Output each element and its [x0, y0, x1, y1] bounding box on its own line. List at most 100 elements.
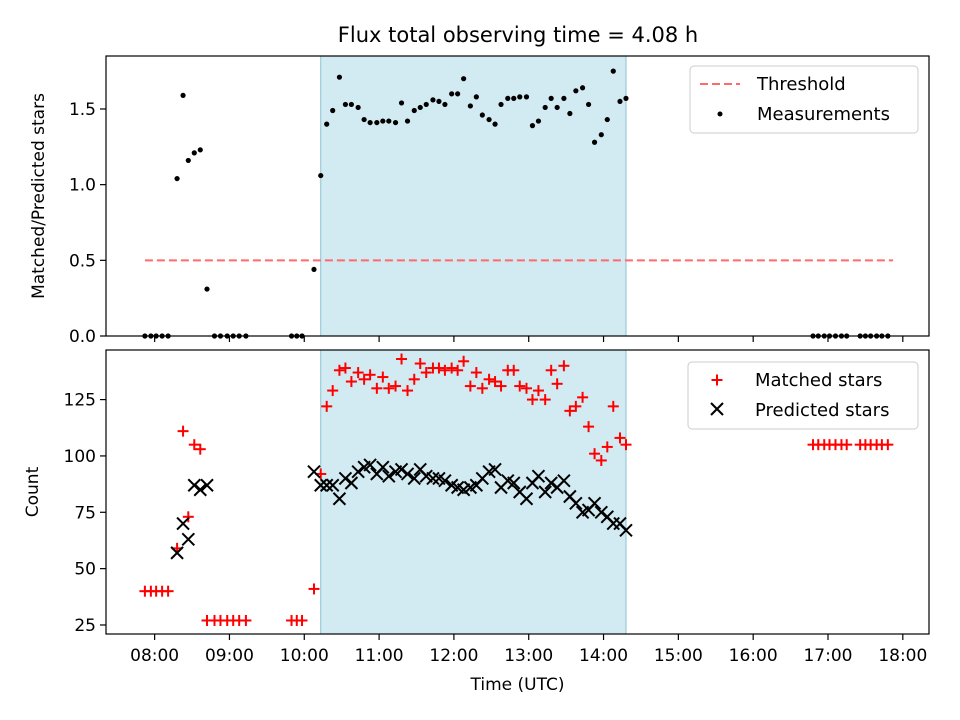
matched-star-point	[532, 385, 544, 397]
x-tick-label: 08:00	[130, 646, 179, 666]
matched-star-point	[620, 439, 632, 451]
predicted-star-point	[307, 465, 321, 479]
legend-predicted-label: Predicted stars	[755, 400, 889, 421]
measurement-point	[204, 286, 210, 292]
measurement-point	[561, 95, 567, 101]
matched-star-point	[188, 439, 200, 451]
y-tick-label: 0.0	[69, 327, 96, 347]
matched-star-point	[177, 425, 189, 437]
measurement-point	[505, 95, 511, 101]
measurement-point	[311, 266, 317, 273]
measurement-point	[336, 74, 343, 80]
measurement-point	[342, 101, 349, 108]
matched-star-point	[551, 378, 563, 390]
matched-star-point	[452, 364, 464, 376]
predicted-star-point	[200, 478, 214, 492]
predicted-star-point	[531, 469, 546, 483]
measurement-point	[511, 95, 517, 101]
count-axis-ticks: 08:00 09:00 10:00 11:00 12:00 13:00 14:00 15:00…	[64, 391, 928, 666]
predicted-star-point	[338, 471, 353, 486]
x-tick-label: 09:00	[205, 646, 254, 666]
matched-star-point	[333, 364, 345, 376]
measurement-point	[398, 100, 405, 106]
measurement-point	[386, 118, 392, 124]
measurement-point	[623, 95, 629, 101]
matched-star-point	[420, 367, 432, 379]
predicted-star-point	[325, 478, 340, 492]
measurement-point	[318, 172, 324, 179]
predicted-star-point	[181, 532, 196, 547]
predicted-star-point	[382, 469, 396, 483]
matched-star-point	[558, 360, 570, 372]
matched-star-point	[564, 405, 576, 417]
legend-measurements-label: Measurements	[757, 104, 890, 125]
x-tick-label: 13:00	[504, 646, 553, 666]
measurement-point	[517, 94, 523, 100]
matched-star-point	[339, 362, 351, 374]
chart-title: Flux total observing time = 4.08 h	[338, 23, 698, 47]
matched-star-point	[327, 385, 339, 397]
ratio-panel: 0.0 0.5 1.0 1.5 Matched/Predicted stars Thr…	[29, 55, 930, 347]
x-tick-label: 11:00	[355, 646, 404, 666]
observing-span-top	[320, 55, 627, 337]
y-tick-label: 75	[74, 503, 96, 523]
matched-star-point	[296, 614, 308, 626]
predicted-star-point	[314, 478, 328, 492]
predicted-star-point	[507, 476, 521, 490]
y-tick-label: 1.5	[69, 100, 96, 120]
predicted-star-point	[193, 483, 207, 497]
matched-star-point	[182, 511, 194, 523]
matched-star-point	[383, 382, 395, 394]
matched-star-point	[446, 362, 458, 374]
matched-star-point	[439, 364, 451, 376]
matched-star-point	[390, 380, 402, 392]
predicted-star-point	[363, 458, 377, 472]
measurement-point	[174, 175, 180, 182]
measurement-point	[180, 92, 186, 98]
y-tick-label: 25	[74, 616, 96, 636]
legend-matched-label: Matched stars	[755, 370, 882, 391]
predicted-star-point	[438, 474, 452, 488]
measurement-point	[436, 98, 442, 105]
predicted-star-point	[187, 478, 201, 492]
count-y-label: Count	[23, 466, 43, 517]
measurement-point	[548, 95, 554, 101]
predicted-star-point	[320, 478, 334, 492]
measurement-point	[191, 150, 197, 156]
y-tick-label: 0.5	[69, 251, 96, 271]
matched-star-point	[520, 382, 532, 394]
matched-star-point	[882, 439, 894, 451]
matched-star-point	[595, 454, 607, 466]
observing-span-bottom	[320, 349, 627, 635]
y-tick-label: 125	[64, 391, 96, 411]
ratio-axis-ticks: 0.0 0.5 1.0 1.5	[69, 100, 904, 347]
matched-star-point	[583, 421, 595, 433]
measurement-point	[523, 94, 530, 100]
matched-star-point	[408, 373, 420, 385]
matched-star-point	[514, 380, 526, 392]
matched-star-point	[601, 441, 613, 453]
x-tick-label: 16:00	[729, 646, 778, 666]
matched-star-point	[614, 432, 626, 444]
measurement-point	[567, 110, 573, 117]
predicted-star-point	[332, 492, 347, 506]
measurement-point	[554, 104, 560, 111]
predicted-star-point	[400, 467, 415, 481]
measurement-point	[492, 121, 498, 127]
measurement-point	[455, 91, 461, 97]
matched-star-point	[545, 364, 557, 376]
measurement-point	[374, 119, 380, 126]
measurement-point	[392, 119, 399, 126]
measurement-point	[185, 157, 191, 164]
predicted-star-point	[170, 546, 184, 560]
predicted-star-point	[488, 462, 502, 477]
matched-star-point	[162, 585, 174, 597]
measurement-point	[348, 101, 355, 108]
matched-star-point	[577, 391, 589, 403]
measurement-point	[355, 104, 361, 111]
matched-star-point	[458, 355, 470, 367]
measurement-point	[610, 68, 616, 74]
measurement-point	[330, 107, 336, 114]
measurement-point	[535, 118, 542, 124]
matched-star-point	[483, 373, 495, 385]
